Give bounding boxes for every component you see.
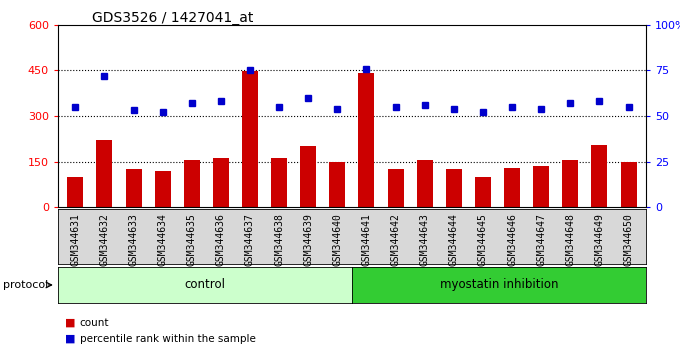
Text: GSM344646: GSM344646 [507,213,517,266]
Bar [592,145,607,207]
Bar [504,168,520,207]
Text: GSM344637: GSM344637 [245,213,255,266]
Text: GSM344649: GSM344649 [594,213,605,266]
Text: GSM344636: GSM344636 [216,213,226,266]
Text: GSM344635: GSM344635 [187,213,197,266]
Bar [475,177,491,207]
Text: GSM344631: GSM344631 [70,213,80,266]
Text: GSM344633: GSM344633 [129,213,139,266]
Bar [533,166,549,207]
Bar [621,162,636,207]
Text: GSM344639: GSM344639 [303,213,313,266]
Text: GSM344645: GSM344645 [478,213,488,266]
Text: GSM344640: GSM344640 [333,213,342,266]
Text: GSM344638: GSM344638 [274,213,284,266]
Text: GSM344634: GSM344634 [158,213,168,266]
Bar [154,171,171,207]
Text: myostatin inhibition: myostatin inhibition [440,279,558,291]
Text: protocol: protocol [3,280,49,290]
Text: GSM344641: GSM344641 [362,213,371,266]
Bar [388,169,404,207]
Bar [67,177,83,207]
Text: GSM344644: GSM344644 [449,213,459,266]
Text: ■: ■ [65,334,75,344]
Text: GSM344650: GSM344650 [624,213,634,266]
Text: control: control [184,279,225,291]
Text: GSM344648: GSM344648 [565,213,575,266]
Bar [562,160,578,207]
Bar [97,140,112,207]
Text: GSM344647: GSM344647 [536,213,546,266]
Text: GDS3526 / 1427041_at: GDS3526 / 1427041_at [92,11,253,25]
Text: GSM344632: GSM344632 [99,213,109,266]
Bar [242,71,258,207]
Text: GSM344642: GSM344642 [390,213,401,266]
Bar [329,162,345,207]
Bar [300,146,316,207]
Bar [184,160,200,207]
Text: GSM344643: GSM344643 [420,213,430,266]
Text: ■: ■ [65,318,75,328]
Bar [417,160,432,207]
Bar [271,159,287,207]
Text: percentile rank within the sample: percentile rank within the sample [80,334,256,344]
Text: count: count [80,318,109,328]
Bar [213,158,229,207]
Bar [446,169,462,207]
Bar [358,73,375,207]
Bar [126,169,141,207]
